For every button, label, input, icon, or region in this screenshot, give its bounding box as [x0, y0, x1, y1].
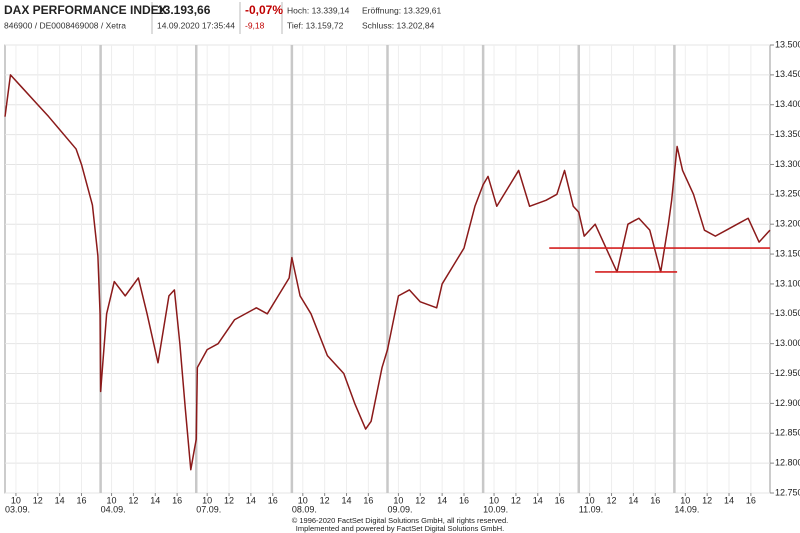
y-tick-label: 13.450 [775, 69, 800, 79]
date-label: 07.09. [196, 504, 221, 514]
x-tick-label: 12 [33, 495, 43, 505]
x-tick-label: 14 [55, 495, 65, 505]
y-tick-label: 13.500 [775, 39, 800, 49]
x-tick-label: 16 [363, 495, 373, 505]
x-tick-label: 10 [107, 495, 117, 505]
y-tick-label: 13.000 [775, 338, 800, 348]
y-tick-label: 13.300 [775, 159, 800, 169]
price: 13.193,66 [157, 3, 211, 17]
x-tick-label: 14 [724, 495, 734, 505]
x-tick-label: 16 [459, 495, 469, 505]
instrument-ids: 846900 / DE0008469008 / Xetra [4, 20, 126, 30]
y-tick-label: 12.750 [775, 487, 800, 497]
x-tick-label: 14 [342, 495, 352, 505]
date-label: 08.09. [292, 504, 317, 514]
x-tick-label: 12 [607, 495, 617, 505]
y-tick-label: 12.800 [775, 458, 800, 468]
x-tick-label: 12 [415, 495, 425, 505]
y-tick-label: 12.850 [775, 428, 800, 438]
y-tick-label: 13.200 [775, 219, 800, 229]
price-line [4, 74, 771, 471]
x-tick-label: 10 [585, 495, 595, 505]
date-label: 04.09. [101, 504, 126, 514]
y-tick-label: 12.950 [775, 368, 800, 378]
low: Tief: 13.159,72 [287, 20, 344, 30]
plot: 12.750 12.800 12.850 12.900 12.950 13.000 13.0… [4, 39, 800, 514]
y-tick-label: 13.250 [775, 189, 800, 199]
x-tick-label: 12 [511, 495, 521, 505]
x-tick-label: 16 [76, 495, 86, 505]
x-tick-label: 16 [650, 495, 660, 505]
x-tick-label: 16 [746, 495, 756, 505]
x-tick-label: 10 [489, 495, 499, 505]
y-tick-label: 13.100 [775, 278, 800, 288]
close: Schluss: 13.202,84 [362, 20, 435, 30]
x-tick-label: 10 [11, 495, 21, 505]
y-tick-label: 13.350 [775, 129, 800, 139]
date-label: 14.09. [674, 504, 699, 514]
date-label: 10.09. [483, 504, 508, 514]
x-tick-label: 12 [128, 495, 138, 505]
x-tick-label: 16 [172, 495, 182, 505]
timestamp: 14.09.2020 17:35:44 [157, 20, 235, 30]
open: Eröffnung: 13.329,61 [362, 5, 442, 15]
x-tick-label: 10 [393, 495, 403, 505]
x-tick-label: 10 [298, 495, 308, 505]
header-bg [0, 0, 800, 38]
instrument-name: DAX PERFORMANCE INDEX [4, 3, 167, 17]
y-tick-label: 13.050 [775, 308, 800, 318]
y-tick-label: 13.400 [775, 99, 800, 109]
x-tick-label: 14 [533, 495, 543, 505]
x-tick-label: 12 [320, 495, 330, 505]
x-tick-label: 16 [268, 495, 278, 505]
footer: © 1996-2020 FactSet Digital Solutions Gm… [292, 516, 508, 525]
x-tick-label: 12 [224, 495, 234, 505]
change-abs: -9,18 [245, 20, 265, 30]
x-tick-label: 14 [246, 495, 256, 505]
date-label: 09.09. [388, 504, 413, 514]
date-label: 11.09. [579, 504, 603, 514]
x-tick-label: 14 [628, 495, 638, 505]
y-tick-label: 12.900 [775, 398, 800, 408]
x-tick-label: 10 [202, 495, 212, 505]
y-tick-label: 13.150 [775, 248, 800, 258]
x-tick-label: 10 [680, 495, 690, 505]
x-tick-label: 14 [150, 495, 160, 505]
x-tick-label: 16 [555, 495, 565, 505]
x-tick-label: 12 [702, 495, 712, 505]
change-pct: -0,07% [245, 3, 283, 17]
x-tick-label: 14 [437, 495, 447, 505]
footer: Implemented and powered by FactSet Digit… [296, 524, 504, 533]
high: Hoch: 13.339,14 [287, 5, 350, 15]
date-label: 03.09. [5, 504, 30, 514]
